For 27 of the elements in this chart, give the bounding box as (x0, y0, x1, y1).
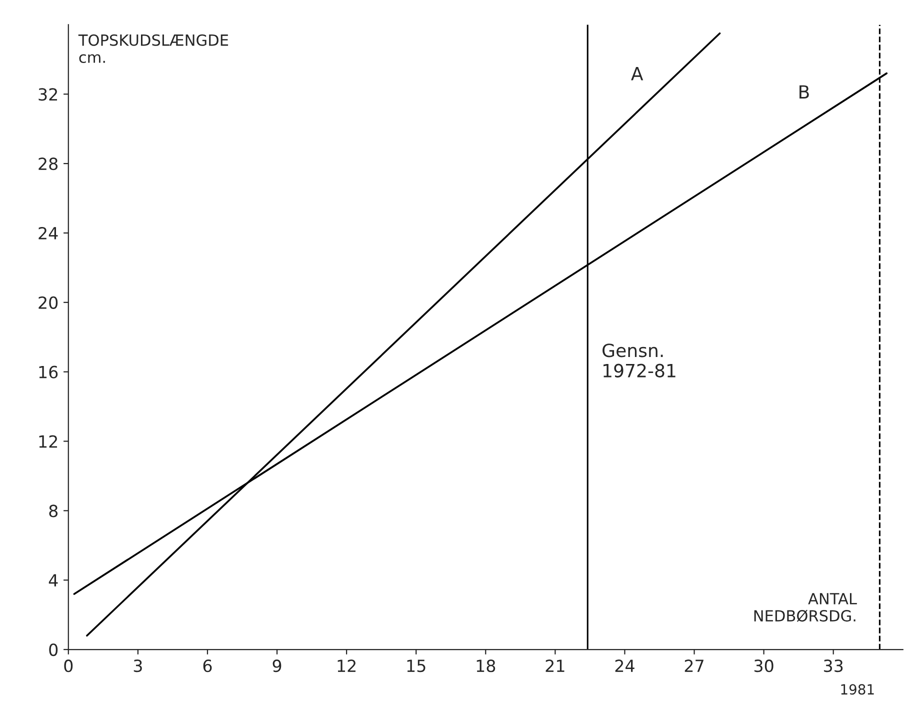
x-tick-label: 33 (824, 660, 843, 672)
y-tick-label: 20 (38, 296, 58, 309)
x-tick-label: 18 (476, 660, 496, 672)
x-tick-label: 3 (134, 660, 142, 672)
x-tick-label: 30 (754, 660, 774, 672)
y-tick-label: 4 (48, 574, 58, 586)
x-tick-label: 0 (64, 660, 73, 672)
y-tick-label: 0 (49, 643, 58, 656)
x-tick-label: 27 (684, 660, 704, 672)
x-tick-label: 21 (546, 660, 564, 672)
x-tick-label: 6 (203, 660, 212, 672)
y-tick-label: 16 (39, 366, 58, 378)
y-tick-label: 24 (38, 226, 58, 240)
x-tick-label: 15 (407, 660, 426, 672)
y-tick-label: 32 (38, 88, 58, 101)
x-axis-title: ANTAL NEDBØRSDG. (754, 593, 857, 622)
y-tick-label: 28 (38, 158, 58, 170)
series-label: A (631, 67, 644, 80)
y-tick-label: 12 (39, 435, 58, 448)
text: 1981 (841, 684, 874, 695)
x-tick-label: 12 (338, 660, 356, 672)
series-label: B (800, 85, 809, 98)
y-axis-title: TOPSKUDSLÆNGDE cm. (78, 34, 228, 64)
x-tick-label: 24 (615, 660, 634, 672)
y-tick-label: 8 (49, 504, 58, 518)
ref-line-label: Gensn. 1972-81 (602, 344, 676, 378)
x-tick-label: 9 (272, 660, 282, 672)
